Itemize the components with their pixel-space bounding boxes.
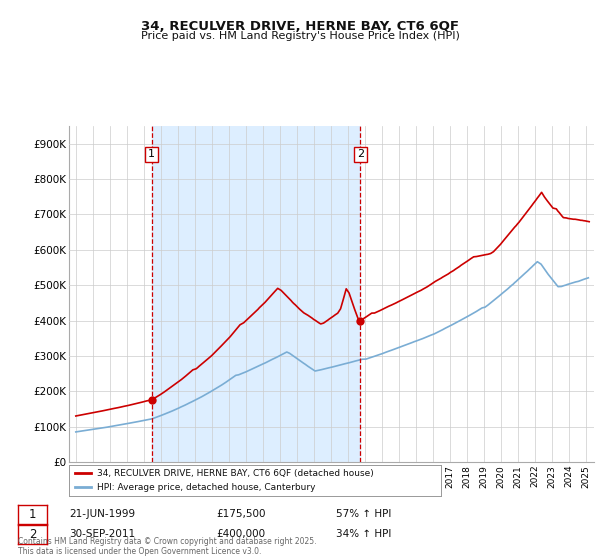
Text: 30-SEP-2011: 30-SEP-2011 [69, 529, 135, 539]
Text: 1: 1 [29, 508, 36, 521]
Text: 57% ↑ HPI: 57% ↑ HPI [336, 509, 391, 519]
Text: 34, RECULVER DRIVE, HERNE BAY, CT6 6QF: 34, RECULVER DRIVE, HERNE BAY, CT6 6QF [141, 20, 459, 32]
Text: Price paid vs. HM Land Registry's House Price Index (HPI): Price paid vs. HM Land Registry's House … [140, 31, 460, 41]
Text: 1: 1 [148, 150, 155, 159]
Bar [152, 126, 361, 462]
Text: 2: 2 [357, 150, 364, 159]
Text: Contains HM Land Registry data © Crown copyright and database right 2025.
This d: Contains HM Land Registry data © Crown c… [18, 536, 317, 556]
Text: HPI: Average price, detached house, Canterbury: HPI: Average price, detached house, Cant… [97, 483, 316, 492]
Text: 2: 2 [29, 528, 36, 541]
Text: 21-JUN-1999: 21-JUN-1999 [69, 509, 135, 519]
Text: £400,000: £400,000 [216, 529, 265, 539]
Text: £175,500: £175,500 [216, 509, 265, 519]
Text: 34, RECULVER DRIVE, HERNE BAY, CT6 6QF (detached house): 34, RECULVER DRIVE, HERNE BAY, CT6 6QF (… [97, 469, 374, 478]
Text: 34% ↑ HPI: 34% ↑ HPI [336, 529, 391, 539]
